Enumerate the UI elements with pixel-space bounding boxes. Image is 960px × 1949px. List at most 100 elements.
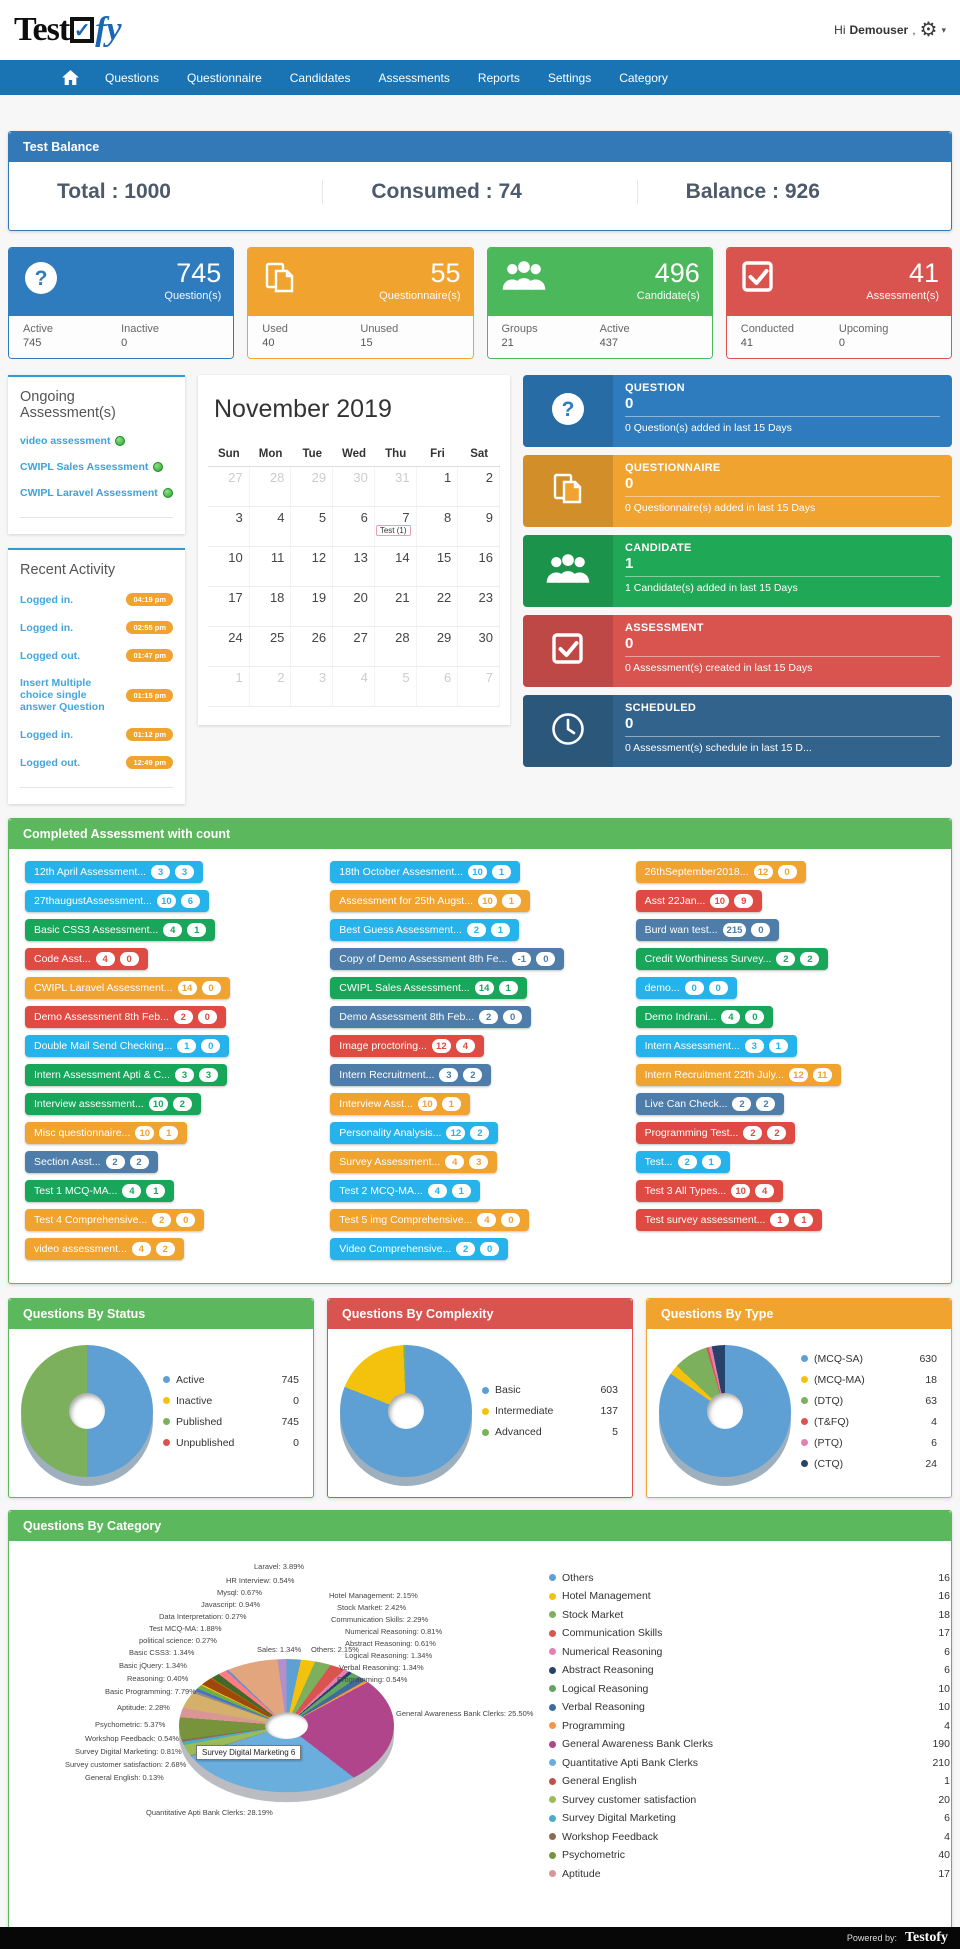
legend-row: Others 16 bbox=[549, 1572, 954, 1584]
chart-panel-title: Questions By Status bbox=[9, 1299, 313, 1329]
assessment-badge[interactable]: Copy of Demo Assessment 8th Fe... -1 0 bbox=[330, 948, 565, 970]
nav-item-assessments[interactable]: Assessments bbox=[378, 70, 450, 85]
nav-item-home[interactable] bbox=[50, 60, 91, 95]
stat-card-questions[interactable]: ? 745 Question(s) Active 745 Inactive 0 bbox=[8, 247, 235, 359]
assessment-badge[interactable]: Burd wan test... 215 0 bbox=[635, 919, 780, 941]
recent-activity-label[interactable]: Insert Multiple choice single answer Que… bbox=[20, 677, 105, 713]
assessment-badge[interactable]: Assessment for 25th Augst... 10 1 bbox=[330, 890, 530, 912]
calendar-day-cell: 6 bbox=[416, 667, 459, 707]
ongoing-assessment-link[interactable]: CWIPL Laravel Assessment bbox=[20, 487, 173, 499]
test-balance-value-1: Consumed : 74 bbox=[322, 180, 636, 204]
assessment-badge[interactable]: Intern Recruitment 22th July... 12 11 bbox=[635, 1064, 841, 1086]
assessment-badge[interactable]: 26thSeptember2018... 12 0 bbox=[635, 861, 806, 883]
ongoing-assessment-link[interactable]: video assessment bbox=[20, 435, 173, 447]
calendar-weekday: Tue bbox=[291, 442, 334, 467]
assessment-badge[interactable]: Personality Analysis... 12 2 bbox=[330, 1122, 499, 1144]
nav-item-questionnaire[interactable]: Questionnaire bbox=[187, 70, 262, 85]
summary-card-assessment[interactable]: ASSESSMENT 0 0 Assessment(s) created in la… bbox=[523, 615, 952, 687]
calendar-day-cell: 30 bbox=[333, 467, 375, 507]
assessment-badge[interactable]: Asst 22Jan... 10 9 bbox=[635, 890, 763, 912]
legend-value: 6 bbox=[944, 1664, 950, 1676]
calendar-event-badge[interactable]: Test (1) bbox=[375, 525, 411, 536]
legend-value: 24 bbox=[925, 1457, 937, 1470]
nav-item-category[interactable]: Category bbox=[619, 70, 668, 85]
chart-panel-body: (MCQ-SA) 630 (MCQ-MA) 18 (DTQ) 63 (T&FQ) 4 (PTQ)… bbox=[647, 1329, 951, 1497]
legend-label: Active bbox=[176, 1373, 205, 1386]
badge-count-2: 1 bbox=[768, 1039, 788, 1053]
stat-card-candidates[interactable]: 496 Candidate(s) Groups 21 Active 437 bbox=[486, 247, 713, 359]
badge-count-1: 3 bbox=[744, 1039, 764, 1053]
legend-label: Numerical Reasoning bbox=[562, 1645, 663, 1658]
gear-icon[interactable]: ⚙ bbox=[919, 19, 938, 41]
assessment-badge[interactable]: CWIPL Sales Assessment... 14 1 bbox=[330, 977, 527, 999]
assessment-badge[interactable]: Interview assessment... 10 2 bbox=[25, 1093, 201, 1115]
assessment-badge[interactable]: 27thaugustAssessment... 10 6 bbox=[25, 890, 209, 912]
nav-item-settings[interactable]: Settings bbox=[547, 70, 592, 85]
legend-label: General English bbox=[562, 1775, 637, 1787]
ongoing-assessments-card: Ongoing Assessment(s) video assessment CW… bbox=[8, 375, 185, 534]
greeting-suffix: , bbox=[912, 23, 916, 37]
account-menu[interactable]: Hi Demouser , ⚙ ▾ bbox=[834, 20, 946, 40]
badge-count-2: 0 bbox=[201, 1039, 221, 1053]
badge-count-1: 4 bbox=[163, 923, 183, 937]
recent-activity-label[interactable]: Logged in. bbox=[20, 728, 74, 741]
recent-activity-label[interactable]: Logged in. bbox=[20, 593, 74, 606]
nav-item-questions[interactable]: Questions bbox=[105, 70, 160, 85]
summary-card-candidate[interactable]: CANDIDATE 1 1 Candidate(s) added in last 1… bbox=[523, 535, 952, 607]
clock-icon bbox=[550, 711, 586, 752]
stat-card-subs: Active 745 Inactive 0 bbox=[9, 316, 234, 358]
donut-chart bbox=[340, 1345, 472, 1477]
summary-card-scheduled[interactable]: SCHEDULED 0 0 Assessment(s) schedule in la… bbox=[523, 695, 952, 767]
nav-item-reports[interactable]: Reports bbox=[477, 70, 520, 85]
assessment-badge[interactable]: 18th October Assesment... 10 1 bbox=[330, 861, 521, 883]
users-icon bbox=[546, 553, 590, 590]
summary-card-question[interactable]: ? QUESTION 0 0 Question(s) added in last 15… bbox=[523, 375, 952, 447]
recent-activity-label[interactable]: Logged in. bbox=[20, 621, 74, 634]
legend-value: 4 bbox=[931, 1415, 937, 1428]
stat-card-assessments[interactable]: 41 Assessment(s) Conducted 41 Upcoming 0 bbox=[725, 247, 952, 359]
testofy-logo[interactable]: Test ✓ fy bbox=[14, 11, 122, 49]
legend-row: Survey customer satisfaction 20 bbox=[549, 1794, 954, 1806]
recent-activity-label[interactable]: Logged out. bbox=[20, 756, 81, 769]
stat-card-figure: 496 Candidate(s) bbox=[637, 260, 700, 303]
assessment-badge[interactable]: CWIPL Laravel Assessment... 14 0 bbox=[25, 977, 230, 999]
calendar-day-cell: 30 bbox=[458, 627, 500, 667]
recent-activity-label[interactable]: Logged out. bbox=[20, 649, 81, 662]
ongoing-assessment-link[interactable]: CWIPL Sales Assessment bbox=[20, 461, 173, 473]
legend-label: Logical Reasoning bbox=[562, 1682, 649, 1695]
summary-card-questionnaire[interactable]: QUESTIONNAIRE 0 0 Questionnaire(s) added i… bbox=[523, 455, 952, 527]
assessment-badge[interactable]: Interview Asst... 10 1 bbox=[330, 1093, 470, 1115]
assessment-badge[interactable]: Misc questionnaire... 10 1 bbox=[25, 1122, 188, 1144]
assessment-badge[interactable]: Test 3 All Types... 10 4 bbox=[635, 1180, 784, 1202]
nav-item-candidates[interactable]: Candidates bbox=[289, 70, 351, 85]
assessment-badge[interactable]: Image proctoring... 12 4 bbox=[330, 1035, 484, 1057]
stat-card-questionnaires[interactable]: 55 Questionnaire(s) Used 40 Unused 15 bbox=[247, 247, 474, 359]
stat-card-value: 745 bbox=[176, 258, 222, 288]
legend-dot-icon bbox=[549, 1740, 556, 1748]
